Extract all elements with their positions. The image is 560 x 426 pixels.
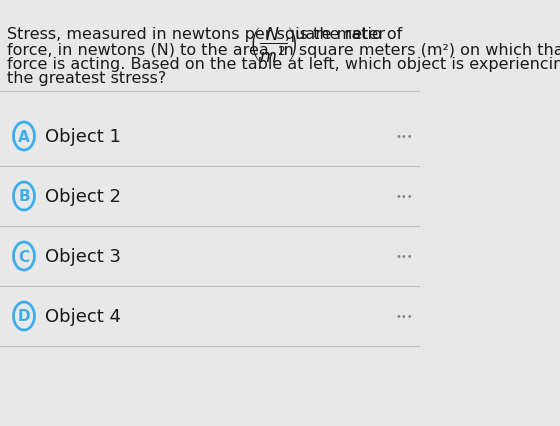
Text: Object 1: Object 1	[45, 128, 121, 146]
Text: B: B	[18, 189, 30, 204]
Text: the greatest stress?: the greatest stress?	[7, 71, 167, 86]
Text: , is the ratio of: , is the ratio of	[284, 27, 402, 42]
Text: •••: •••	[396, 132, 413, 142]
Text: Stress, measured in newtons per square meter: Stress, measured in newtons per square m…	[7, 27, 385, 42]
Text: Object 2: Object 2	[45, 187, 121, 205]
Text: •••: •••	[396, 251, 413, 262]
Text: force is acting. Based on the table at left, which object is experiencing: force is acting. Based on the table at l…	[7, 57, 560, 72]
Text: A: A	[18, 129, 30, 144]
Text: •••: •••	[396, 192, 413, 201]
Text: •••: •••	[396, 311, 413, 321]
Text: $\left(\dfrac{N}{m^2}\right)$: $\left(\dfrac{N}{m^2}\right)$	[249, 25, 297, 64]
Text: D: D	[18, 309, 30, 324]
Text: Object 4: Object 4	[45, 307, 121, 325]
Text: C: C	[18, 249, 30, 264]
Text: Object 3: Object 3	[45, 248, 121, 265]
Text: force, in newtons (N) to the area, in square meters (m²) on which that: force, in newtons (N) to the area, in sq…	[7, 43, 560, 58]
